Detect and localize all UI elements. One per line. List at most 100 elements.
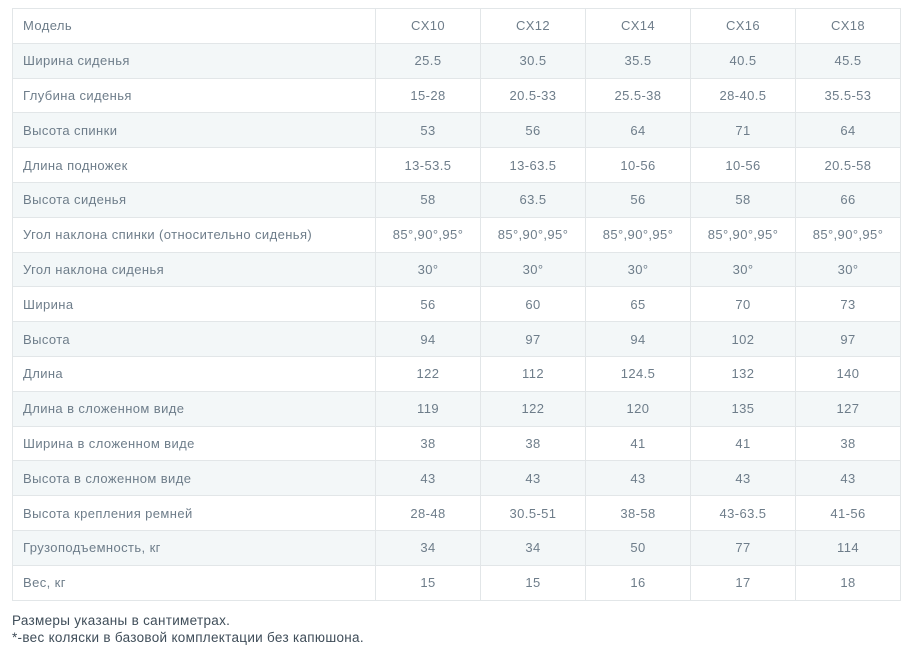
row-6-value-2: 30° xyxy=(585,251,691,288)
row-6-value-0: 30° xyxy=(375,251,481,288)
row-10-value-0: 119 xyxy=(375,390,481,427)
table-row: Ширина 56 60 65 70 73 xyxy=(12,286,901,323)
row-0-value-3: 40.5 xyxy=(690,42,796,79)
row-label: Грузоподъемность, кг xyxy=(12,529,376,566)
row-3-value-4: 20.5-58 xyxy=(795,147,901,183)
table-row: Длина в сложенном виде 119 122 120 135 127 xyxy=(12,390,901,427)
row-7-value-3: 70 xyxy=(690,286,796,323)
row-label: Ширина сиденья xyxy=(12,42,376,79)
row-label: Высота крепления ремней xyxy=(12,495,376,531)
row-label: Высота в сложенном виде xyxy=(12,460,376,497)
row-label: Длина в сложенном виде xyxy=(12,390,376,427)
header-model-2: CX14 xyxy=(585,8,691,44)
row-0-value-2: 35.5 xyxy=(585,42,691,79)
table-row: Ширина сиденья 25.5 30.5 35.5 40.5 45.5 xyxy=(12,42,901,79)
row-1-value-0: 15-28 xyxy=(375,77,481,114)
specs-table-head: Модель CX10 CX12 CX14 CX16 CX18 xyxy=(12,8,901,44)
row-13-value-1: 30.5-51 xyxy=(480,495,586,531)
row-14-value-3: 77 xyxy=(690,529,796,566)
row-label: Вес, кг xyxy=(12,564,376,601)
row-9-value-0: 122 xyxy=(375,355,481,392)
row-14-value-0: 34 xyxy=(375,529,481,566)
row-8-value-1: 97 xyxy=(480,321,586,357)
row-3-value-2: 10-56 xyxy=(585,147,691,183)
row-12-value-2: 43 xyxy=(585,460,691,497)
row-15-value-0: 15 xyxy=(375,564,481,601)
row-9-value-3: 132 xyxy=(690,355,796,392)
table-row: Угол наклона спинки (относительно сидень… xyxy=(12,216,901,253)
row-5-value-1: 85°,90°,95° xyxy=(480,216,586,253)
row-7-value-4: 73 xyxy=(795,286,901,323)
header-model-3: CX16 xyxy=(690,8,796,44)
row-11-value-1: 38 xyxy=(480,425,586,462)
row-14-value-4: 114 xyxy=(795,529,901,566)
table-row: Высота 94 97 94 102 97 xyxy=(12,321,901,357)
row-3-value-1: 13-63.5 xyxy=(480,147,586,183)
row-13-value-3: 43-63.5 xyxy=(690,495,796,531)
specs-table: Модель CX10 CX12 CX14 CX16 CX18 Ширина сидень… xyxy=(12,8,901,601)
row-13-value-2: 38-58 xyxy=(585,495,691,531)
row-5-value-2: 85°,90°,95° xyxy=(585,216,691,253)
row-label: Угол наклона сиденья xyxy=(12,251,376,288)
row-10-value-3: 135 xyxy=(690,390,796,427)
row-label: Высота сиденья xyxy=(12,181,376,218)
row-label: Глубина сиденья xyxy=(12,77,376,114)
row-label: Высота спинки xyxy=(12,112,376,149)
table-row: Длина подножек 13-53.5 13-63.5 10-56 10-56 20… xyxy=(12,147,901,183)
header-model-4: CX18 xyxy=(795,8,901,44)
row-7-value-2: 65 xyxy=(585,286,691,323)
row-12-value-1: 43 xyxy=(480,460,586,497)
row-4-value-4: 66 xyxy=(795,181,901,218)
row-9-value-1: 112 xyxy=(480,355,586,392)
row-9-value-4: 140 xyxy=(795,355,901,392)
row-2-value-0: 53 xyxy=(375,112,481,149)
row-13-value-0: 28-48 xyxy=(375,495,481,531)
row-15-value-4: 18 xyxy=(795,564,901,601)
row-11-value-2: 41 xyxy=(585,425,691,462)
header-label: Модель xyxy=(12,8,376,44)
row-15-value-3: 17 xyxy=(690,564,796,601)
table-row: Длина 122 112 124.5 132 140 xyxy=(12,355,901,392)
row-1-value-2: 25.5-38 xyxy=(585,77,691,114)
row-2-value-3: 71 xyxy=(690,112,796,149)
row-9-value-2: 124.5 xyxy=(585,355,691,392)
row-label: Длина подножек xyxy=(12,147,376,183)
row-0-value-1: 30.5 xyxy=(480,42,586,79)
row-1-value-1: 20.5-33 xyxy=(480,77,586,114)
table-row: Высота крепления ремней 28-48 30.5-51 38-58… xyxy=(12,495,901,531)
table-row: Ширина в сложенном виде 38 38 41 41 38 xyxy=(12,425,901,462)
row-15-value-2: 16 xyxy=(585,564,691,601)
row-13-value-4: 41-56 xyxy=(795,495,901,531)
row-11-value-4: 38 xyxy=(795,425,901,462)
row-10-value-4: 127 xyxy=(795,390,901,427)
row-7-value-1: 60 xyxy=(480,286,586,323)
row-label: Ширина в сложенном виде xyxy=(12,425,376,462)
row-0-value-4: 45.5 xyxy=(795,42,901,79)
row-4-value-2: 56 xyxy=(585,181,691,218)
table-row: Вес, кг 15 15 16 17 18 xyxy=(12,564,901,601)
row-label: Длина xyxy=(12,355,376,392)
row-label: Ширина xyxy=(12,286,376,323)
table-row: Угол наклона сиденья 30° 30° 30° 30° 30° xyxy=(12,251,901,288)
row-2-value-2: 64 xyxy=(585,112,691,149)
row-2-value-4: 64 xyxy=(795,112,901,149)
row-2-value-1: 56 xyxy=(480,112,586,149)
row-label: Угол наклона спинки (относительно сидень… xyxy=(12,216,376,253)
row-7-value-0: 56 xyxy=(375,286,481,323)
row-5-value-4: 85°,90°,95° xyxy=(795,216,901,253)
header-model-0: CX10 xyxy=(375,8,481,44)
header-model-1: CX12 xyxy=(480,8,586,44)
row-6-value-1: 30° xyxy=(480,251,586,288)
table-row: Высота сиденья 58 63.5 56 58 66 xyxy=(12,181,901,218)
table-row: Высота спинки 53 56 64 71 64 xyxy=(12,112,901,149)
row-4-value-1: 63.5 xyxy=(480,181,586,218)
table-row: Грузоподъемность, кг 34 34 50 77 114 xyxy=(12,529,901,566)
header-row: Модель CX10 CX12 CX14 CX16 CX18 xyxy=(12,8,901,44)
row-12-value-4: 43 xyxy=(795,460,901,497)
specs-table-body: Ширина сиденья 25.5 30.5 35.5 40.5 45.5 Глубин… xyxy=(12,42,901,601)
note-units: Размеры указаны в сантиметрах. xyxy=(12,612,231,628)
row-8-value-3: 102 xyxy=(690,321,796,357)
row-11-value-3: 41 xyxy=(690,425,796,462)
row-3-value-0: 13-53.5 xyxy=(375,147,481,183)
